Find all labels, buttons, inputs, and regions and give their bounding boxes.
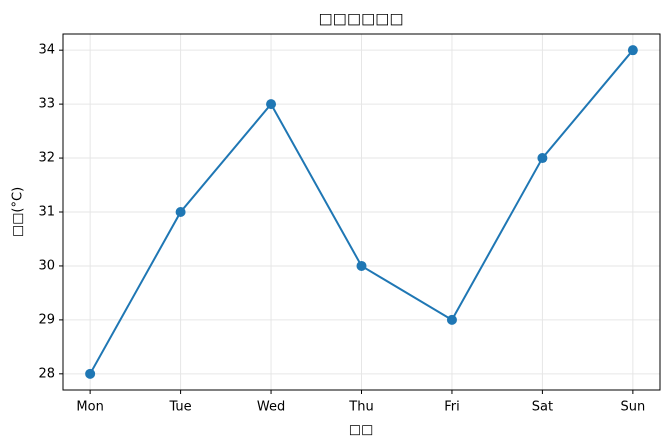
point	[627, 45, 638, 56]
y-tick-label: 34	[38, 43, 55, 58]
y-tick-label: 33	[38, 97, 55, 112]
y-tick-label: 32	[38, 151, 55, 166]
point	[356, 260, 367, 271]
x-tick-label: Mon	[76, 400, 103, 415]
y-tick-label: 29	[38, 312, 55, 327]
point	[266, 99, 277, 110]
x-tick-label: Fri	[444, 400, 460, 415]
point	[537, 153, 548, 164]
chart-title: □□□□□□	[318, 10, 403, 28]
point	[446, 314, 457, 325]
x-tick-label: Sun	[620, 400, 645, 415]
x-tick-label: Wed	[257, 400, 285, 415]
plot-frame	[62, 33, 661, 391]
x-tick-label: Thu	[348, 400, 373, 415]
x-axis-label: □□	[349, 423, 374, 438]
x-tick-label: Sat	[532, 400, 553, 415]
y-axis-label: □□(°C)	[11, 187, 26, 237]
y-tick-label: 30	[38, 258, 55, 273]
point	[85, 368, 96, 379]
y-tick-label: 31	[38, 205, 55, 220]
point	[175, 207, 186, 217]
y-tick-label: 28	[38, 366, 55, 381]
x-tick-label: Tue	[168, 400, 191, 415]
